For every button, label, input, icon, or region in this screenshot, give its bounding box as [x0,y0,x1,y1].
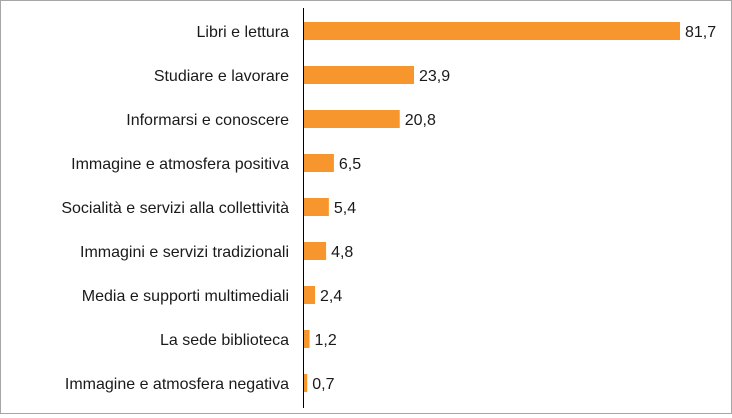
category-label-9: Immagine e atmosfera negativa [65,376,289,393]
value-label-4: 6,5 [339,156,361,173]
category-label-5: Socialità e servizi alla collettività [61,200,289,217]
bar-2 [304,66,414,84]
value-label-1: 81,7 [685,24,716,41]
value-label-7: 2,4 [320,288,342,305]
value-label-6: 4,8 [331,244,353,261]
bar-4 [304,154,334,172]
category-labels-layer: Libri e lettura Studiare e lavorare Inform… [61,24,289,393]
category-label-6: Immagini e servizi tradizionali [80,244,289,261]
bars-layer [304,22,680,392]
category-label-3: Informarsi e conoscere [126,112,289,129]
bar-3 [304,110,400,128]
bar-1 [304,22,680,40]
value-label-9: 0,7 [312,376,334,393]
bar-7 [304,286,316,304]
bar-5 [304,198,329,216]
bar-8 [304,330,310,348]
category-label-4: Immagine e atmosfera positiva [71,156,289,173]
value-label-5: 5,4 [334,200,356,217]
value-label-8: 1,2 [315,332,337,349]
value-label-3: 20,8 [405,112,436,129]
bar-6 [304,242,327,260]
category-label-8: La sede biblioteca [160,332,289,349]
bar-9 [304,374,308,392]
value-label-2: 23,9 [419,68,450,85]
value-labels-layer: 81,7 23,9 20,8 6,5 5,4 4,8 2,4 1,2 0,7 [312,24,716,393]
category-label-1: Libri e lettura [197,24,290,41]
category-label-7: Media e supporti multimediali [82,288,289,305]
category-label-2: Studiare e lavorare [154,68,289,85]
